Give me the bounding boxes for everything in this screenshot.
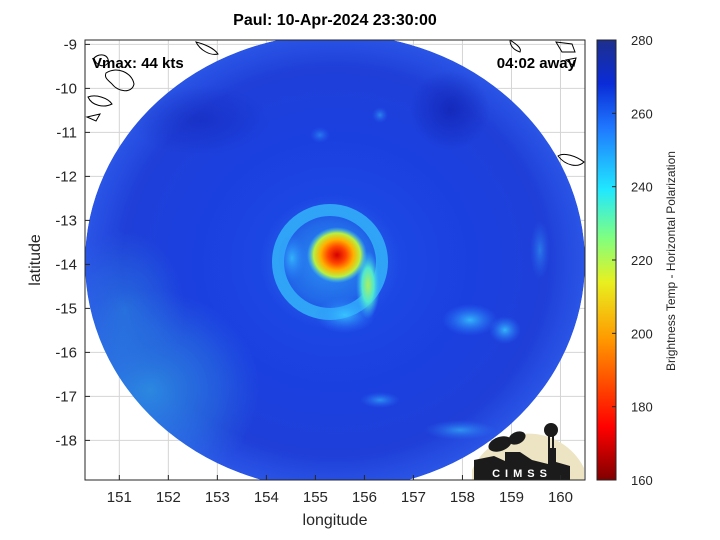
time-away-label: 04:02 away (497, 55, 577, 72)
y-tick-label: -15 (55, 300, 77, 317)
colorbar-tick-label: 220 (631, 253, 653, 268)
y-tick-label: -12 (55, 168, 77, 185)
x-tick-label: 160 (548, 489, 573, 506)
colorbar-tick-label: 280 (631, 33, 653, 48)
logo-dish (488, 436, 512, 452)
y-tick-label: -11 (56, 124, 77, 141)
colorbar-tick-label: 180 (631, 400, 653, 415)
colorbar-label: Brightness Temp - Horizontal Polarizatio… (664, 151, 678, 371)
coastline (93, 54, 109, 67)
y-tick-label: -9 (64, 36, 77, 53)
coastline (555, 41, 576, 53)
x-axis-ticks: 151 152 153 154 155 156 157 158 159 160 (107, 475, 573, 506)
colorbar-ticks: 280 260 240 220 200 180 160 (612, 33, 653, 488)
x-tick-label: 158 (450, 489, 475, 506)
y-tick-label: -10 (55, 80, 77, 97)
coastline (85, 113, 102, 122)
cimss-logo: CIMSS (472, 423, 584, 480)
colorbar-tick-label: 200 (631, 326, 653, 341)
y-tick-label: -13 (55, 212, 77, 229)
logo-dish (508, 431, 526, 445)
chart-title: Paul: 10-Apr-2024 23:30:00 (233, 12, 437, 29)
coastline (87, 95, 113, 107)
coastline (195, 41, 219, 55)
y-tick-label: -18 (55, 432, 77, 449)
x-tick-label: 159 (499, 489, 524, 506)
x-axis-label: longitude (302, 512, 368, 529)
x-tick-label: 155 (303, 489, 328, 506)
logo-water-tower (544, 423, 558, 437)
y-axis-ticks: -9 -10 -11 -12 -13 -14 -15 -16 -17 -18 (55, 36, 90, 449)
brightness-temperature-swath (85, 40, 585, 480)
coastline (509, 40, 521, 53)
axes-frame (84, 39, 586, 481)
coastline (557, 153, 585, 166)
x-tick-label: 151 (107, 489, 132, 506)
y-tick-label: -14 (55, 256, 77, 273)
colorbar-tick-label: 260 (631, 106, 653, 121)
colorbar-tick-label: 240 (631, 180, 653, 195)
x-tick-label: 156 (352, 489, 377, 506)
x-tick-label: 152 (156, 489, 181, 506)
x-tick-label: 154 (254, 489, 279, 506)
y-tick-label: -17 (55, 388, 77, 405)
y-axis-label: latitude (27, 234, 44, 286)
vmax-label: Vmax: 44 kts (92, 55, 184, 72)
logo-building (474, 448, 570, 480)
coastline (105, 69, 135, 92)
y-tick-label: -16 (55, 344, 77, 361)
x-tick-label: 157 (401, 489, 426, 506)
coastline (564, 57, 577, 67)
x-tick-label: 153 (205, 489, 230, 506)
logo-text: CIMSS (492, 468, 552, 480)
colorbar-tick-label: 160 (631, 473, 653, 488)
